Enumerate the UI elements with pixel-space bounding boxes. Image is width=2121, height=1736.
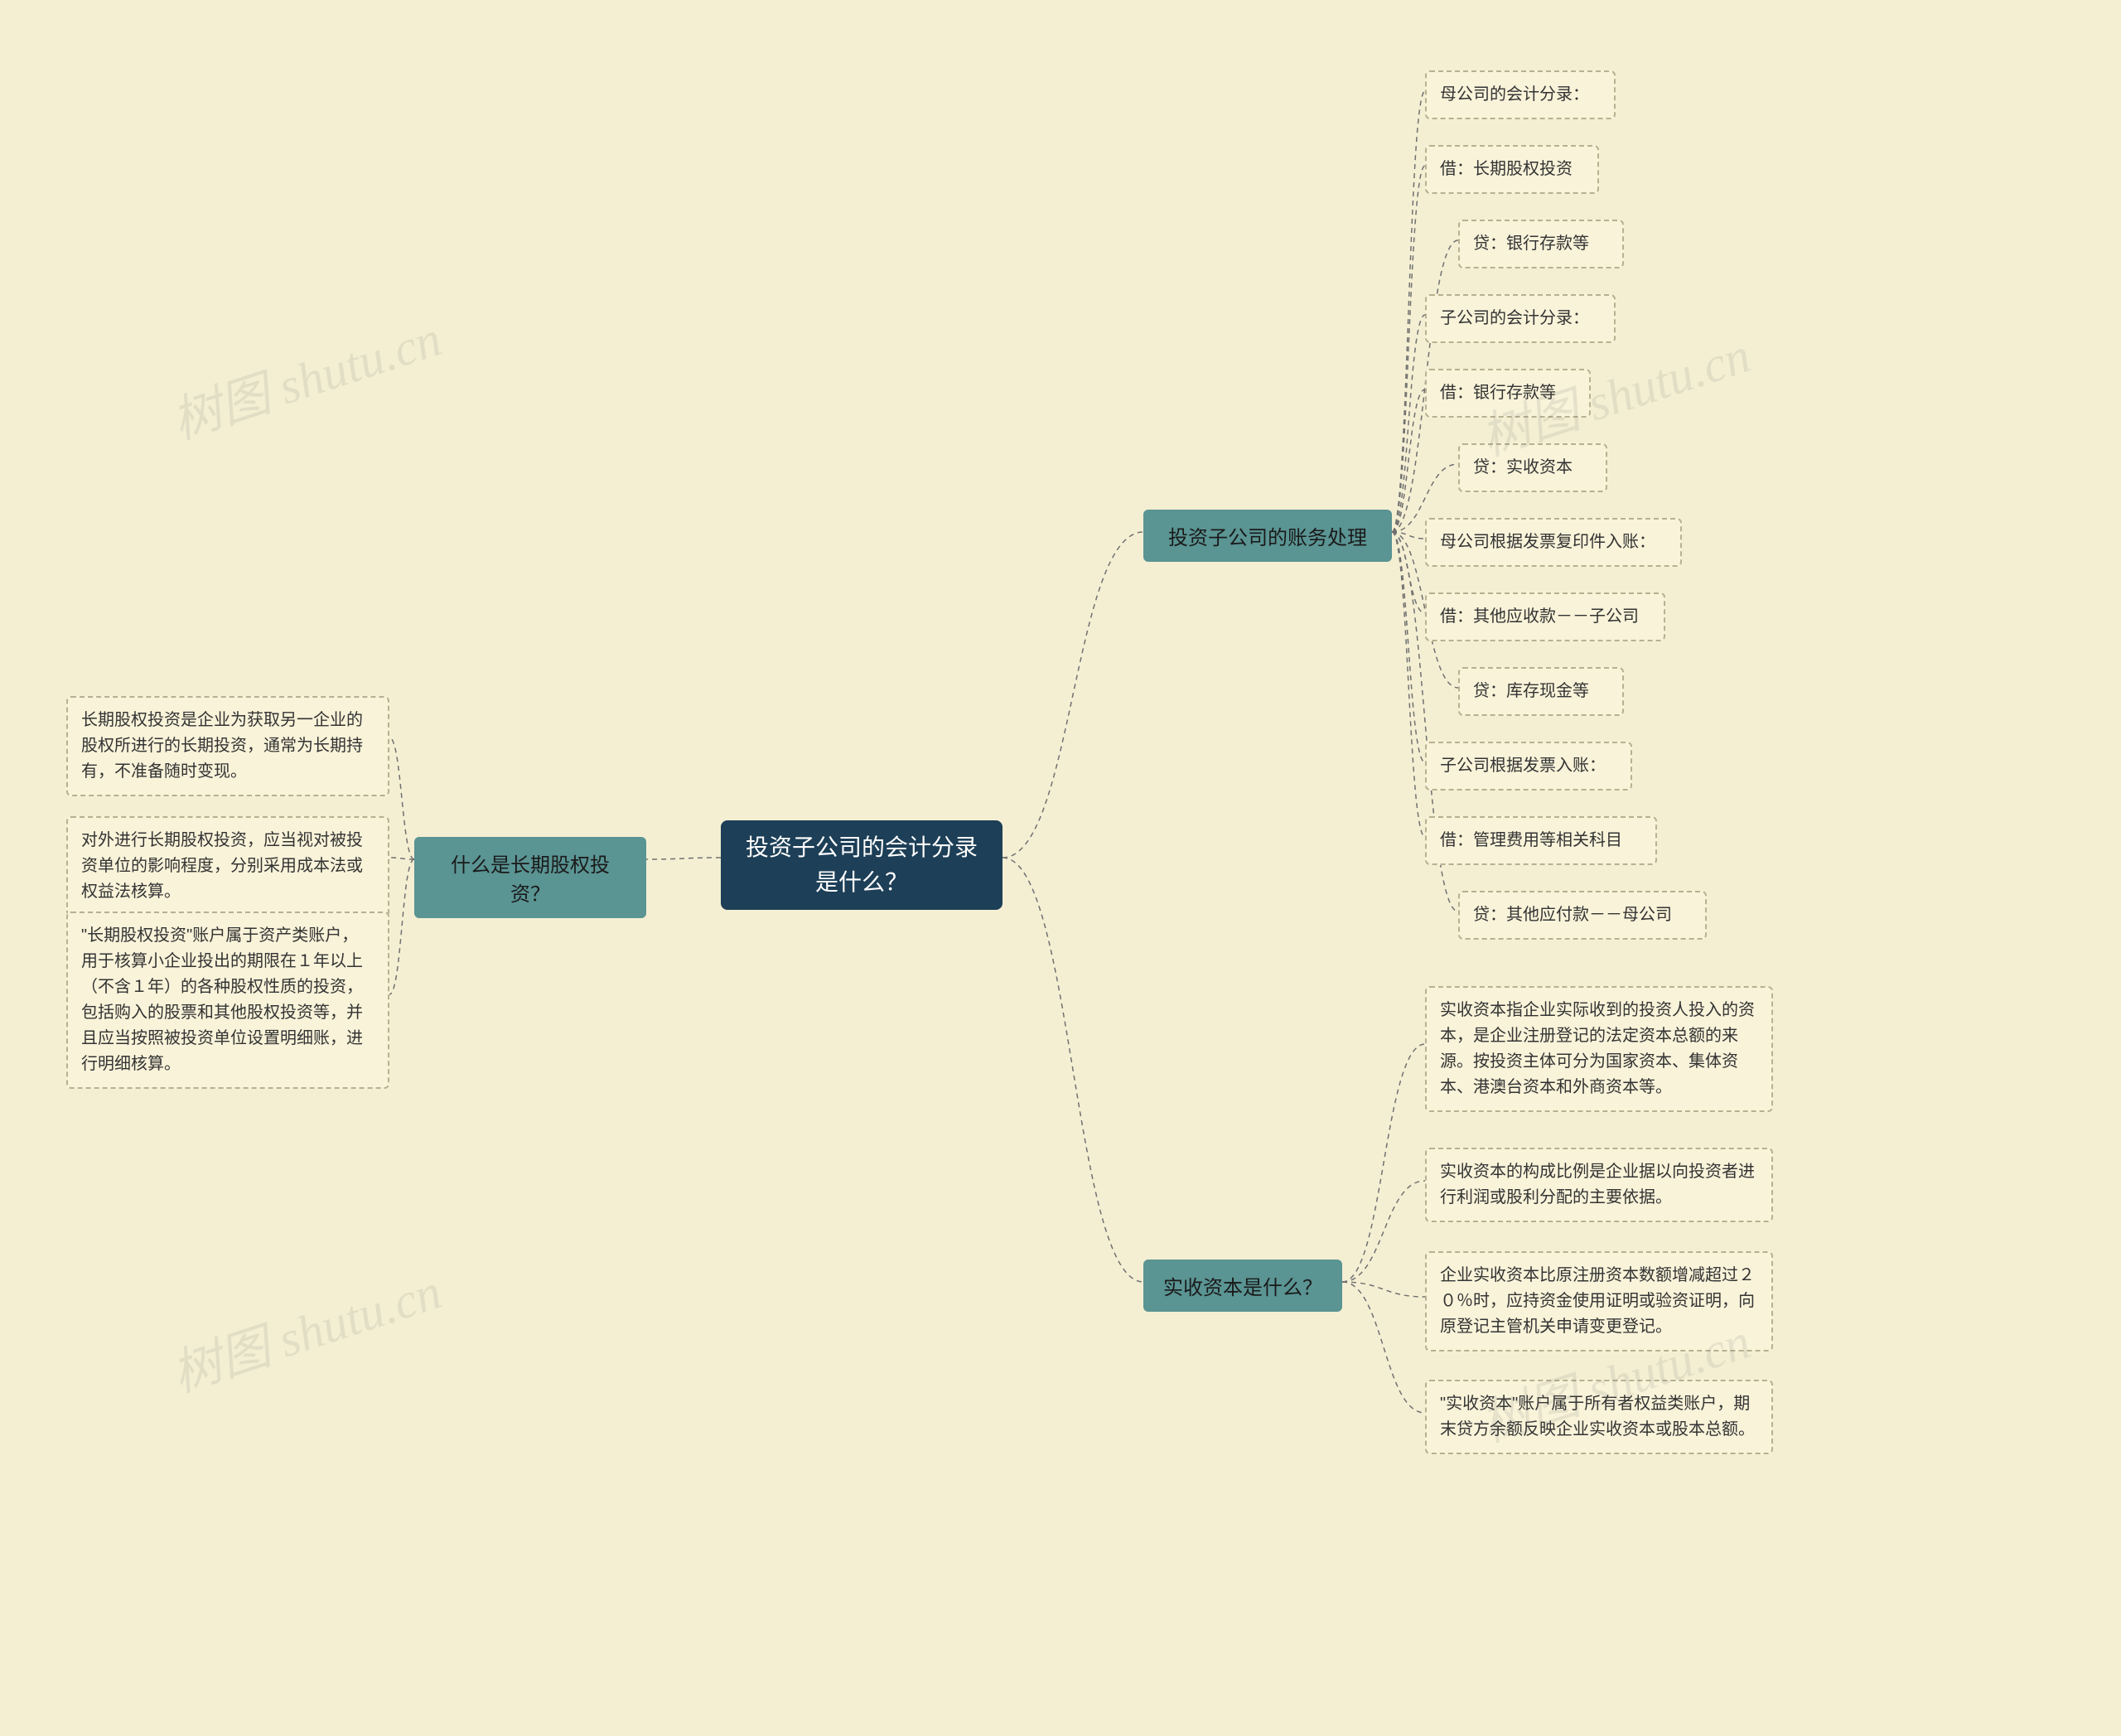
watermark: 树图 shutu.cn — [162, 298, 449, 453]
leaf-b2l11-label: 借：管理费用等相关科目 — [1440, 828, 1622, 853]
leaf-b2l5-label: 借：银行存款等 — [1440, 380, 1556, 406]
root-node-label: 投资子公司的会计分录是什么？ — [736, 830, 988, 900]
leaf-b2l2: 借：长期股权投资 — [1425, 145, 1599, 194]
leaf-b2l3-label: 贷：银行存款等 — [1473, 231, 1589, 257]
leaf-b2l9: 贷：库存现金等 — [1458, 667, 1624, 716]
branch-b1-label: 什么是长期股权投资？ — [432, 849, 628, 907]
leaf-b3l1-label: 实收资本指企业实际收到的投资人投入的资本，是企业注册登记的法定资本总额的来源。按… — [1440, 998, 1758, 1100]
leaf-b2l8: 借：其他应收款－－子公司 — [1425, 592, 1665, 641]
leaf-b2l3: 贷：银行存款等 — [1458, 220, 1624, 268]
leaf-b1l2-label: 对外进行长期股权投资，应当视对被投资单位的影响程度，分别采用成本法或权益法核算。 — [81, 828, 374, 905]
leaf-b2l10-label: 子公司根据发票入账： — [1440, 753, 1606, 779]
leaf-b3l2: 实收资本的构成比例是企业据以向投资者进行利润或股利分配的主要依据。 — [1425, 1148, 1773, 1222]
leaf-b2l7-label: 母公司根据发票复印件入账： — [1440, 530, 1655, 555]
leaf-b1l3-label: "长期股权投资"账户属于资产类账户，用于核算小企业投出的期限在１年以上（不含１年… — [81, 923, 374, 1077]
leaf-b3l3-label: 企业实收资本比原注册资本数额增减超过２０％时，应持资金使用证明或验资证明，向原登… — [1440, 1263, 1758, 1340]
leaf-b2l7: 母公司根据发票复印件入账： — [1425, 518, 1682, 567]
leaf-b3l1: 实收资本指企业实际收到的投资人投入的资本，是企业注册登记的法定资本总额的来源。按… — [1425, 986, 1773, 1112]
leaf-b3l2-label: 实收资本的构成比例是企业据以向投资者进行利润或股利分配的主要依据。 — [1440, 1159, 1758, 1211]
leaf-b2l10: 子公司根据发票入账： — [1425, 742, 1632, 791]
branch-b3-label: 实收资本是什么？ — [1163, 1271, 1322, 1300]
leaf-b2l1: 母公司的会计分录： — [1425, 70, 1616, 119]
leaf-b2l1-label: 母公司的会计分录： — [1440, 82, 1589, 108]
branch-b3: 实收资本是什么？ — [1143, 1260, 1342, 1312]
leaf-b2l12-label: 贷：其他应付款－－母公司 — [1473, 902, 1672, 928]
leaf-b2l8-label: 借：其他应收款－－子公司 — [1440, 604, 1639, 630]
branch-b1: 什么是长期股权投资？ — [414, 837, 646, 918]
leaf-b3l3: 企业实收资本比原注册资本数额增减超过２０％时，应持资金使用证明或验资证明，向原登… — [1425, 1251, 1773, 1352]
leaf-b3l4-label: "实收资本"账户属于所有者权益类账户，期末贷方余额反映企业实收资本或股本总额。 — [1440, 1391, 1758, 1443]
leaf-b2l4: 子公司的会计分录： — [1425, 294, 1616, 343]
leaf-b2l12: 贷：其他应付款－－母公司 — [1458, 891, 1707, 940]
leaf-b2l2-label: 借：长期股权投资 — [1440, 157, 1573, 182]
leaf-b1l1-label: 长期股权投资是企业为获取另一企业的股权所进行的长期投资，通常为长期持有，不准备随… — [81, 708, 374, 785]
leaf-b1l2: 对外进行长期股权投资，应当视对被投资单位的影响程度，分别采用成本法或权益法核算。 — [66, 816, 389, 916]
leaf-b1l1: 长期股权投资是企业为获取另一企业的股权所进行的长期投资，通常为长期持有，不准备随… — [66, 696, 389, 796]
leaf-b1l3: "长期股权投资"账户属于资产类账户，用于核算小企业投出的期限在１年以上（不含１年… — [66, 912, 389, 1089]
leaf-b2l6-label: 贷：实收资本 — [1473, 455, 1573, 481]
leaf-b2l11: 借：管理费用等相关科目 — [1425, 816, 1657, 865]
leaf-b2l5: 借：银行存款等 — [1425, 369, 1591, 418]
leaf-b2l4-label: 子公司的会计分录： — [1440, 306, 1589, 331]
leaf-b3l4: "实收资本"账户属于所有者权益类账户，期末贷方余额反映企业实收资本或股本总额。 — [1425, 1380, 1773, 1454]
leaf-b2l9-label: 贷：库存现金等 — [1473, 679, 1589, 704]
root-node: 投资子公司的会计分录是什么？ — [721, 820, 1003, 910]
branch-b2-label: 投资子公司的账务处理 — [1168, 521, 1367, 550]
leaf-b2l6: 贷：实收资本 — [1458, 443, 1607, 492]
watermark: 树图 shutu.cn — [162, 1251, 449, 1406]
branch-b2: 投资子公司的账务处理 — [1143, 510, 1392, 562]
